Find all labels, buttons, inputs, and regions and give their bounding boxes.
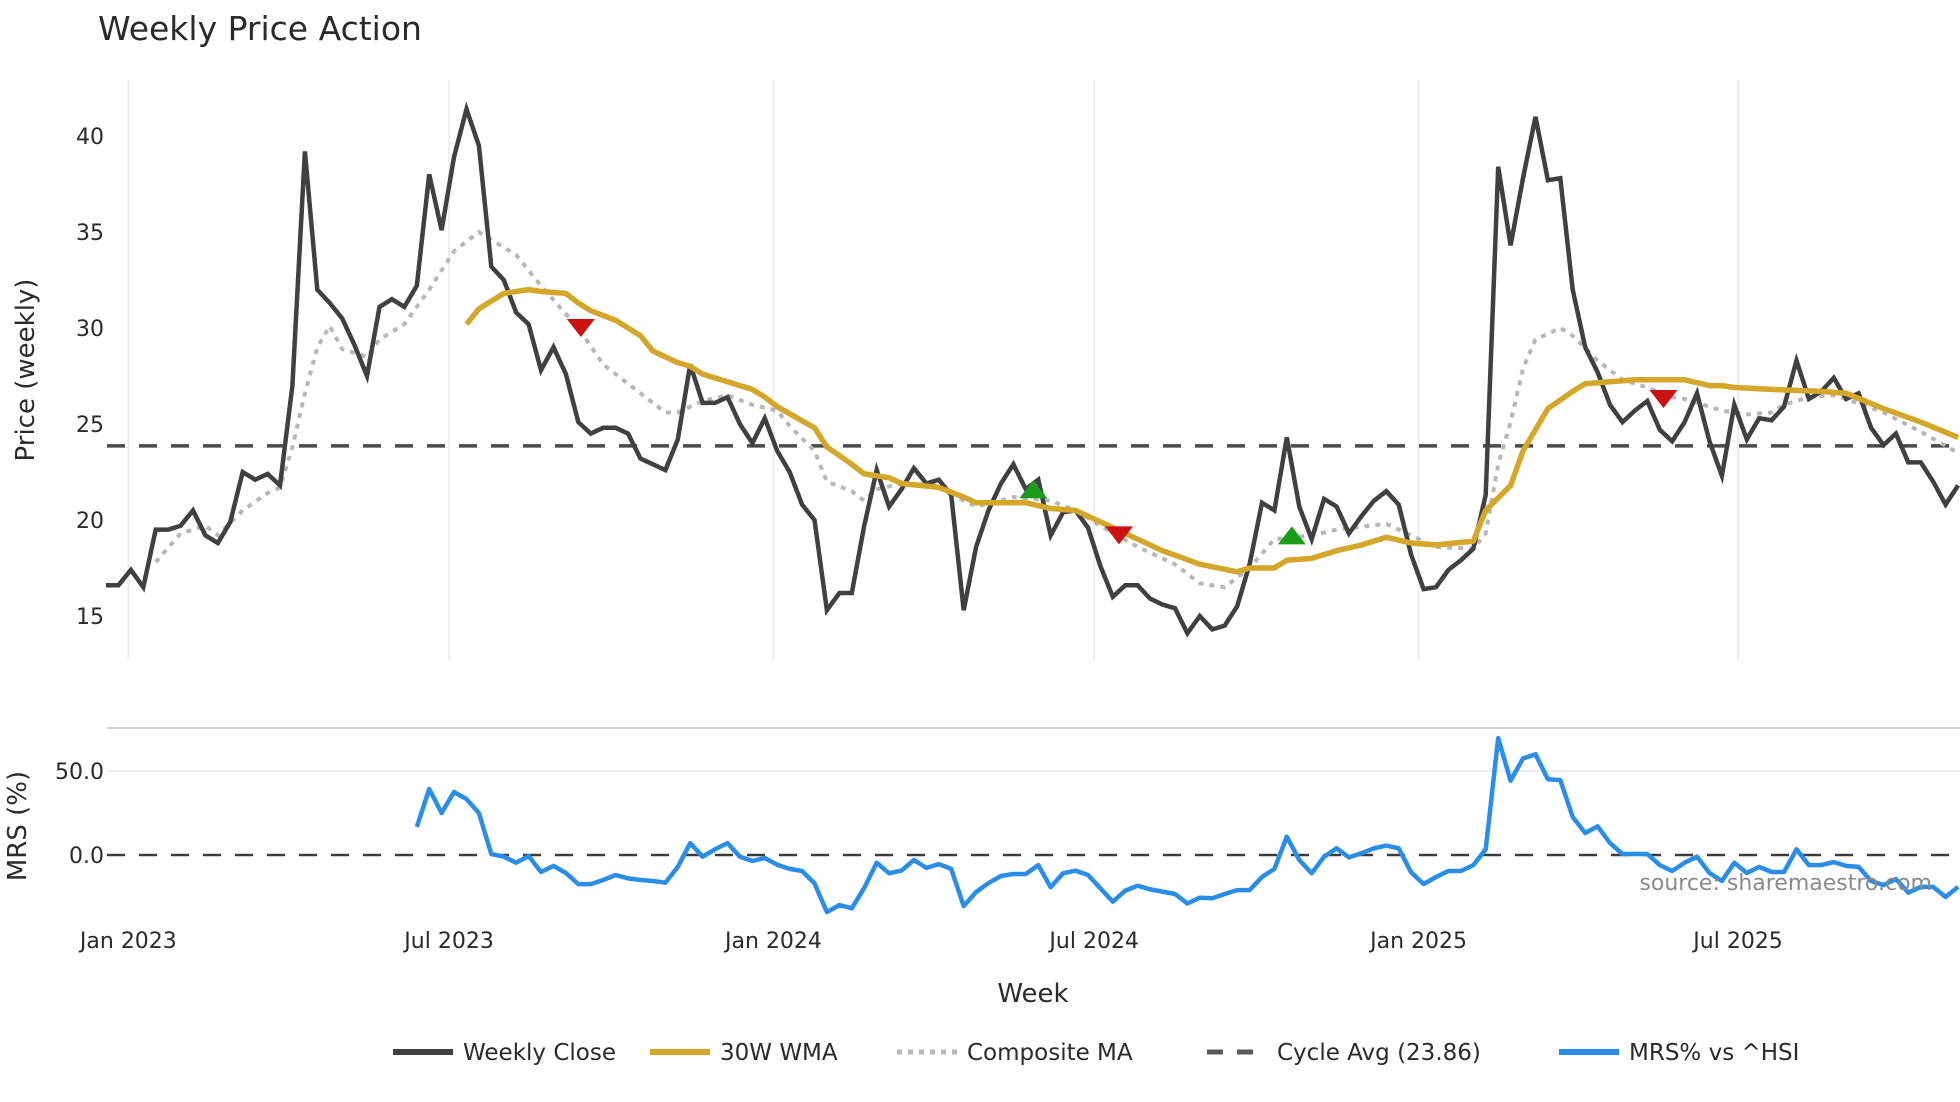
x-tick-label: Jan 2023 <box>78 929 177 954</box>
x-tick-label: Jul 2024 <box>1047 929 1139 954</box>
source-annotation: source: sharemaestro.com <box>1639 871 1932 896</box>
x-tick-label: Jul 2025 <box>1691 929 1783 954</box>
legend-label: Cycle Avg (23.86) <box>1277 1040 1481 1066</box>
y-tick-label: 20 <box>76 509 104 534</box>
buy-signal-icon <box>1277 526 1306 545</box>
y-tick-label: 35 <box>76 221 104 246</box>
legend: Weekly Close 30W WMA Composite MA Cycle Avg… <box>393 1040 1799 1066</box>
wma-30w-line <box>464 286 1960 575</box>
legend-item: MRS% vs ^HSI <box>1559 1040 1799 1066</box>
y-tick-label: 15 <box>76 605 104 630</box>
y-tick-label: 40 <box>76 125 104 150</box>
signal-markers <box>566 319 1678 545</box>
legend-item: Cycle Avg (23.86) <box>1207 1040 1481 1066</box>
x-tick-label: Jan 2025 <box>1368 929 1467 954</box>
x-tick-label: Jan 2024 <box>723 929 822 954</box>
legend-item: 30W WMA <box>650 1040 838 1066</box>
y-tick-label: 0.0 <box>69 844 104 869</box>
x-tick-label: Jul 2023 <box>402 929 494 954</box>
mrs-y-axis-title: MRS (%) <box>3 771 33 881</box>
sell-signal-icon <box>1649 390 1678 409</box>
mrs-y-axis-ticks: 0.0 50.0 <box>55 760 104 869</box>
legend-label: MRS% vs ^HSI <box>1629 1040 1799 1066</box>
x-axis-ticks: Jan 2023 Jul 2023 Jan 2024 Jul 2024 Jan 2025… <box>78 929 1783 954</box>
y-tick-label: 30 <box>76 317 104 342</box>
x-axis-title: Week <box>997 979 1068 1009</box>
weekly-close-line <box>106 101 1960 638</box>
price-panel: 15 20 25 30 35 40 Price (weekly) <box>11 80 1960 660</box>
y-tick-label: 50.0 <box>55 760 104 785</box>
sell-signal-icon <box>566 319 595 337</box>
mrs-line <box>414 735 1960 915</box>
price-y-axis-ticks: 15 20 25 30 35 40 <box>76 125 104 630</box>
mrs-panel: 0.0 50.0 MRS (%) source: sharemaestro.com <box>3 727 1960 915</box>
legend-label: 30W WMA <box>720 1040 838 1066</box>
legend-item: Weekly Close <box>393 1040 616 1066</box>
composite-ma-line <box>154 229 1960 590</box>
chart-title: Weekly Price Action <box>98 9 422 48</box>
legend-item: Composite MA <box>897 1040 1133 1066</box>
sell-signal-icon <box>1105 526 1134 545</box>
price-y-axis-title: Price (weekly) <box>11 279 41 462</box>
y-tick-label: 25 <box>76 413 104 438</box>
buy-signal-icon <box>1019 480 1048 499</box>
legend-label: Composite MA <box>967 1040 1133 1066</box>
legend-label: Weekly Close <box>463 1040 616 1066</box>
